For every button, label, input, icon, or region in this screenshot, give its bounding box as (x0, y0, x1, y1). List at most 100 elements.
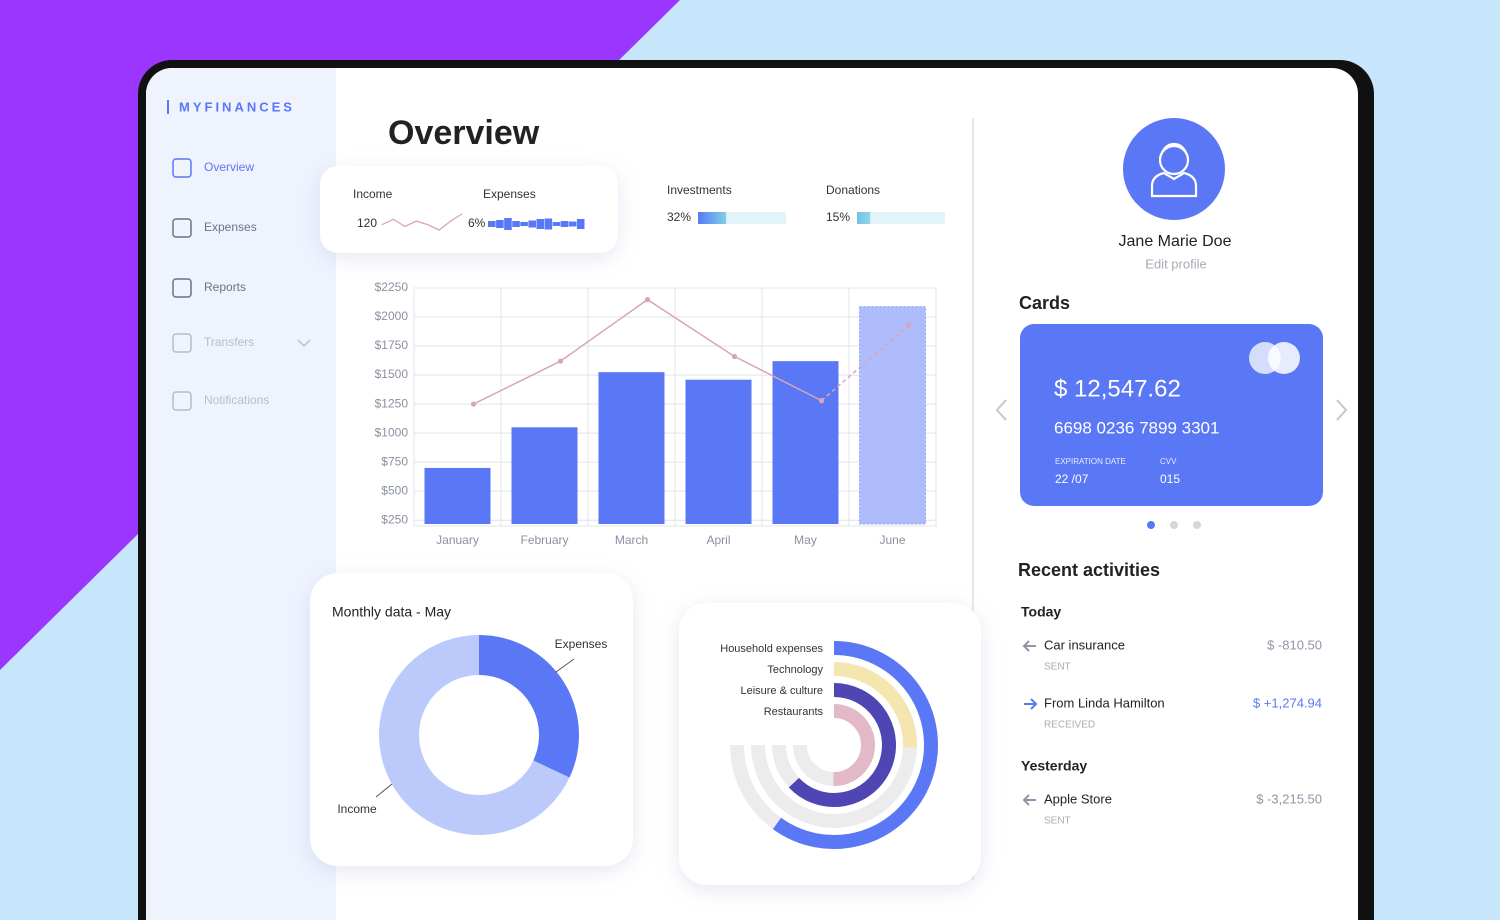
x-tick-label: April (706, 533, 730, 547)
income-sparkline (381, 213, 463, 231)
brand: MYFINANCES (179, 99, 295, 114)
x-tick-label: January (436, 533, 479, 547)
expense-spark-bar (576, 219, 585, 229)
kpi-value: 15% (826, 210, 850, 224)
edit-profile[interactable]: Edit profile (1145, 256, 1206, 271)
y-tick-label: $1500 (375, 367, 409, 381)
donut-label: Income (337, 802, 377, 816)
bar (772, 361, 839, 524)
avatar[interactable] (1123, 118, 1225, 220)
line (821, 324, 909, 402)
card-cvv: 015 (1160, 472, 1180, 486)
bar (859, 306, 926, 525)
radial-label: Leisure & culture (740, 685, 823, 697)
y-tick-label: $2250 (375, 280, 409, 294)
nav-item[interactable]: Overview (204, 160, 254, 174)
card-next[interactable] (1336, 399, 1348, 421)
kpi-value: 32% (667, 210, 691, 224)
progress-fill (698, 212, 727, 224)
nav-chevron[interactable] (297, 339, 311, 348)
radial-bar (772, 641, 938, 849)
card-number: 6698 0236 7899 3301 (1054, 418, 1219, 437)
activity-status: SENT (1044, 816, 1071, 827)
y-tick-label: $750 (381, 454, 408, 468)
expense-spark-bar (552, 222, 561, 226)
activity-arrow (1022, 640, 1036, 652)
leader-line (555, 658, 575, 673)
expense-spark-bar (496, 220, 504, 228)
kpi-label: Donations (826, 183, 880, 197)
y-tick-label: $500 (381, 483, 408, 497)
expense-spark-bar (544, 218, 553, 230)
bar (685, 379, 752, 524)
progress-fill (857, 212, 871, 224)
x-tick-label: May (794, 533, 817, 547)
activity-status: SENT (1044, 662, 1071, 673)
carousel-dot[interactable] (1193, 521, 1201, 529)
avatar-icon (1150, 142, 1198, 198)
activity-amount: $ -810.50 (1267, 637, 1322, 652)
nav-icon (172, 278, 192, 298)
x-tick-label: March (615, 533, 648, 547)
activity-name[interactable]: Car insurance (1044, 637, 1125, 652)
credit-card[interactable] (1020, 324, 1323, 506)
activity-arrow (1022, 794, 1036, 806)
bar (424, 467, 491, 524)
leader-line (375, 783, 393, 798)
card-expiration: 22 /07 (1055, 472, 1089, 486)
sidebar (146, 68, 336, 920)
kpi-value: 6% (468, 216, 486, 230)
nav-item[interactable]: Notifications (204, 393, 269, 407)
y-tick-label: $1250 (375, 396, 409, 410)
nav-icon (172, 218, 192, 238)
kpi-label: Income (353, 187, 393, 201)
card-prev[interactable] (995, 399, 1007, 421)
summary-card (320, 166, 618, 253)
y-tick-label: $250 (381, 512, 408, 526)
nav-item[interactable]: Transfers (204, 335, 254, 349)
activity-group: Yesterday (1021, 758, 1087, 774)
nav-item[interactable]: Expenses (204, 220, 257, 234)
activity-name[interactable]: From Linda Hamilton (1044, 695, 1165, 710)
expense-spark-bar (512, 221, 520, 227)
section-title: Cards (1019, 293, 1070, 313)
card-label: EXPIRATION DATE (1055, 457, 1126, 466)
nav-icon (172, 158, 192, 178)
y-tick-label: $2000 (375, 309, 409, 323)
carousel-dot[interactable] (1170, 521, 1178, 529)
expense-spark-bar (520, 222, 528, 226)
line (473, 298, 822, 405)
expense-spark-bar (568, 221, 577, 227)
page-title: Overview (388, 114, 540, 152)
nav-item[interactable]: Reports (204, 280, 246, 294)
donut-segment (479, 635, 579, 778)
radial-label: Technology (767, 664, 823, 676)
bar (511, 427, 578, 524)
card-label: CVV (1160, 457, 1177, 466)
carousel-dot[interactable] (1147, 521, 1155, 529)
expense-spark-bar (528, 220, 536, 228)
progress-track (857, 212, 945, 224)
chart-title: Monthly data - May (332, 604, 451, 620)
kpi-label: Investments (667, 183, 732, 197)
activity-status: RECEIVED (1044, 720, 1095, 731)
expense-spark-bar (488, 221, 496, 227)
activity-name[interactable]: Apple Store (1044, 791, 1112, 806)
radial-bar (833, 662, 917, 748)
profile-name: Jane Marie Doe (1119, 233, 1232, 250)
donut-segment (379, 635, 570, 836)
y-tick-label: $1000 (375, 425, 409, 439)
activity-group: Today (1021, 604, 1061, 620)
expense-spark-bar (560, 221, 569, 227)
card-balance: $ 12,547.62 (1054, 375, 1181, 402)
kpi-label: Expenses (483, 187, 536, 201)
y-tick-label: $1750 (375, 338, 409, 352)
expense-spark-bar (536, 219, 545, 229)
x-tick-label: June (879, 533, 905, 547)
section-title: Recent activities (1018, 560, 1160, 580)
nav-icon (172, 333, 192, 353)
activity-arrow (1024, 698, 1038, 710)
card-logo (1268, 342, 1300, 374)
